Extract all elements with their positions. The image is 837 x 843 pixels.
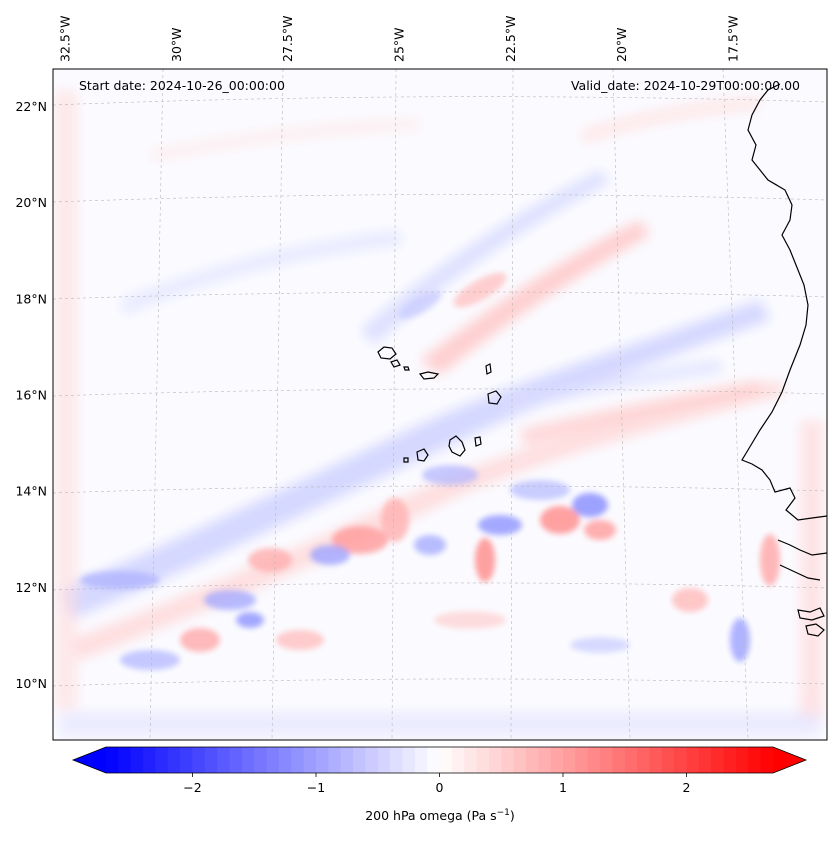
colorbar-segment <box>266 747 280 773</box>
colorbar-segment <box>303 747 317 773</box>
colorbar-ticks: −2 −1 0 1 2 <box>183 773 690 795</box>
colorbar-segment <box>414 747 428 773</box>
colorbar: −2 −1 0 1 2 200 hPa omega (Pa s−1) <box>71 746 808 823</box>
colorbar-segment <box>106 747 119 773</box>
colorbar-extend-min <box>73 747 106 773</box>
colorbar-tick-label: −2 <box>183 780 201 795</box>
longitude-ticks: 32.5°W 30°W 27.5°W 25°W 22.5°W 20°W 17.5°W <box>58 16 741 62</box>
colorbar-segment <box>439 747 453 773</box>
colorbar-segment <box>637 747 651 773</box>
lon-tick-label: 25°W <box>392 27 407 62</box>
colorbar-outline <box>71 746 808 774</box>
colorbar-segment <box>538 747 552 773</box>
colorbar-segment <box>501 747 515 773</box>
colorbar-segment <box>612 747 626 773</box>
fogo-island <box>416 448 429 462</box>
colorbar-segment <box>600 747 614 773</box>
valid-date-label: Valid_date: 2024-10-29T00:00:00.00 <box>571 78 800 93</box>
lat-tick-label: 12°N <box>15 580 47 595</box>
colorbar-label: 200 hPa omega (Pa s−1) <box>365 808 515 823</box>
colorbar-segment <box>587 747 601 773</box>
lat-tick-label: 20°N <box>15 195 47 210</box>
brava-island <box>403 457 409 463</box>
colorbar-segment <box>315 747 329 773</box>
gridlines <box>53 69 827 740</box>
colorbar-segment <box>661 747 675 773</box>
start-date-label: Start date: 2024-10-26_00:00:00 <box>79 78 285 93</box>
colorbar-segment <box>390 747 404 773</box>
map-frame <box>52 68 828 741</box>
santiago-island <box>448 435 466 457</box>
colorbar-segment <box>118 747 132 773</box>
sao-nicolau-island <box>418 371 440 380</box>
colorbar-segment <box>686 747 700 773</box>
colorbar-segment <box>575 747 589 773</box>
colorbar-segment <box>204 747 218 773</box>
colorbar-segment <box>155 747 169 773</box>
colorbar-segment <box>760 747 774 773</box>
colorbar-tick-label: −1 <box>307 780 325 795</box>
lon-tick-label: 22.5°W <box>503 16 518 62</box>
colorbar-tick-label: 2 <box>683 780 691 795</box>
colorbar-segment <box>488 747 502 773</box>
colorbar-segments <box>73 747 806 773</box>
colorbar-segment <box>254 747 268 773</box>
lat-tick-label: 10°N <box>15 676 47 691</box>
lon-tick-label: 17.5°W <box>726 16 741 62</box>
coastlines <box>377 83 827 637</box>
colorbar-segment <box>674 747 688 773</box>
colorbar-segment <box>328 747 342 773</box>
colorbar-segment <box>748 747 762 773</box>
colorbar-segment <box>180 747 194 773</box>
colorbar-segment <box>476 747 490 773</box>
lon-tick-label: 30°W <box>169 27 184 62</box>
colorbar-segment <box>167 747 181 773</box>
colorbar-segment <box>451 747 465 773</box>
colorbar-segment <box>563 747 576 773</box>
colorbar-segment <box>525 747 539 773</box>
colorbar-segment <box>513 747 527 773</box>
sao-vicente-island <box>390 359 401 368</box>
santo-antao-island <box>377 346 397 360</box>
latitude-ticks: 22°N 20°N 18°N 16°N 14°N 12°N 10°N <box>15 99 47 691</box>
colorbar-segment <box>340 747 354 773</box>
maio-island <box>474 436 482 447</box>
colorbar-segment <box>377 747 391 773</box>
colorbar-segment <box>427 747 441 773</box>
boa-vista-island <box>487 390 502 405</box>
colorbar-extend-max <box>773 747 806 773</box>
colorbar-segment <box>278 747 292 773</box>
lat-tick-label: 22°N <box>15 99 47 114</box>
colorbar-segment <box>365 747 379 773</box>
lat-tick-label: 14°N <box>15 484 47 499</box>
colorbar-segment <box>143 747 157 773</box>
colorbar-segment <box>464 747 478 773</box>
lon-tick-label: 27.5°W <box>280 16 295 62</box>
colorbar-segment <box>217 747 231 773</box>
colorbar-segment <box>291 747 305 773</box>
colorbar-segment <box>130 747 144 773</box>
colorbar-segment <box>229 747 243 773</box>
colorbar-segment <box>698 747 712 773</box>
colorbar-segment <box>192 747 206 773</box>
colorbar-segment <box>353 747 366 773</box>
lat-tick-label: 18°N <box>15 291 47 306</box>
colorbar-segment <box>402 747 416 773</box>
west-africa-coastline <box>741 83 827 521</box>
colorbar-segment <box>711 747 725 773</box>
colorbar-segment <box>735 747 749 773</box>
colorbar-segment <box>241 747 255 773</box>
colorbar-segment <box>649 747 663 773</box>
colorbar-tick-label: 0 <box>436 780 444 795</box>
omega-field <box>55 90 824 736</box>
lat-tick-label: 16°N <box>15 388 47 403</box>
colorbar-tick-label: 1 <box>559 780 567 795</box>
lon-tick-label: 20°W <box>614 27 629 62</box>
colorbar-segment <box>624 747 638 773</box>
colorbar-segment <box>550 747 564 773</box>
lon-tick-label: 32.5°W <box>58 16 73 62</box>
sal-island <box>485 363 492 375</box>
colorbar-segment <box>723 747 737 773</box>
